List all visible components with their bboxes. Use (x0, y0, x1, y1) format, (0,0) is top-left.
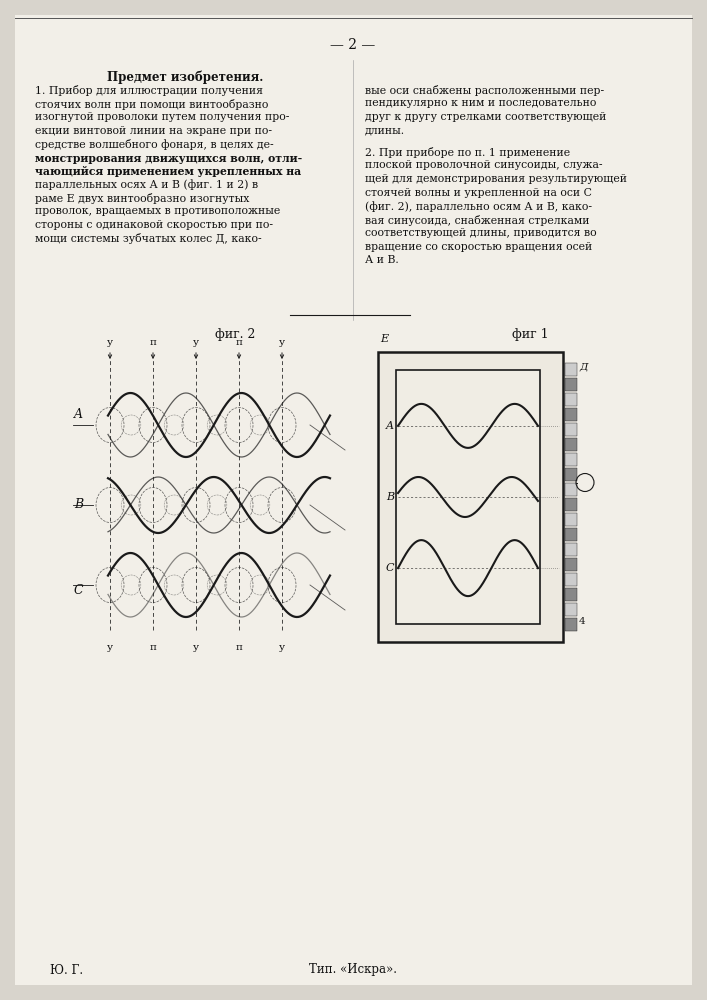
Text: А и В.: А и В. (365, 255, 399, 265)
Text: щей для демонстрирования результирующей: щей для демонстрирования результирующей (365, 174, 627, 184)
Text: друг к другу стрелками соответствующей: друг к другу стрелками соответствующей (365, 112, 607, 122)
Text: средстве волшебного фонаря, в целях де-: средстве волшебного фонаря, в целях де- (35, 139, 274, 150)
Bar (565, 363, 577, 376)
Text: у: у (107, 643, 113, 652)
Bar (565, 603, 577, 616)
Text: (фиг. 2), параллельно осям А и В, како-: (фиг. 2), параллельно осям А и В, како- (365, 201, 592, 212)
Bar (565, 378, 577, 391)
Text: стороны с одинаковой скоростью при по-: стороны с одинаковой скоростью при по- (35, 220, 273, 230)
Text: изогнутой проволоки путем получения про-: изогнутой проволоки путем получения про- (35, 112, 289, 122)
Text: мощи системы зубчатых колес Д, како-: мощи системы зубчатых колес Д, како- (35, 233, 262, 244)
Text: Тип. «Искра».: Тип. «Искра». (309, 964, 397, 976)
Text: плоской проволочной синусоиды, служа-: плоской проволочной синусоиды, служа- (365, 160, 602, 170)
Bar (378, 352, 563, 642)
Text: вая синусоида, снабженная стрелками: вая синусоида, снабженная стрелками (365, 215, 590, 226)
Text: у: у (193, 643, 199, 652)
Text: стоячих волн при помощи винтообразно: стоячих волн при помощи винтообразно (35, 99, 269, 109)
Text: чающийся применением укрепленных на: чающийся применением укрепленных на (35, 166, 301, 177)
Bar (565, 408, 577, 421)
Text: — 2 —: — 2 — (330, 38, 375, 52)
Bar (565, 573, 577, 586)
Text: 1. Прибор для иллюстрации получения: 1. Прибор для иллюстрации получения (35, 85, 263, 96)
Text: соответствующей длины, приводится во: соответствующей длины, приводится во (365, 228, 597, 238)
Text: п: п (235, 643, 243, 652)
Text: вые оси снабжены расположенными пер-: вые оси снабжены расположенными пер- (365, 85, 604, 96)
Bar (565, 483, 577, 496)
Bar (565, 588, 577, 601)
Bar (565, 528, 577, 541)
Text: Предмет изобретения.: Предмет изобретения. (107, 70, 263, 84)
Text: длины.: длины. (365, 125, 405, 135)
Text: Ю. Г.: Ю. Г. (50, 964, 83, 976)
Text: у: у (193, 338, 199, 347)
Bar (565, 618, 577, 631)
Text: 4: 4 (579, 617, 585, 626)
Text: C: C (74, 584, 83, 596)
Text: п: п (235, 338, 243, 347)
Text: у: у (279, 643, 285, 652)
Text: монстрирования движущихся волн, отли-: монстрирования движущихся волн, отли- (35, 152, 303, 163)
Bar (565, 453, 577, 466)
Text: екции винтовой линии на экране при по-: екции винтовой линии на экране при по- (35, 125, 272, 135)
Text: п: п (150, 338, 156, 347)
Text: вращение со скоростью вращения осей: вращение со скоростью вращения осей (365, 241, 592, 251)
Bar (565, 393, 577, 406)
Text: параллельных осях А и В (фиг. 1 и 2) в: параллельных осях А и В (фиг. 1 и 2) в (35, 180, 258, 190)
Text: фиг. 2: фиг. 2 (215, 328, 255, 341)
Bar (565, 498, 577, 511)
Bar (565, 438, 577, 451)
Text: проволок, вращаемых в противоположные: проволок, вращаемых в противоположные (35, 207, 280, 217)
Text: п: п (150, 643, 156, 652)
Text: B: B (386, 492, 394, 502)
Bar (565, 423, 577, 436)
Bar (565, 543, 577, 556)
Text: C: C (385, 563, 394, 573)
Bar (565, 558, 577, 571)
Text: B: B (74, 498, 83, 512)
Text: фиг 1: фиг 1 (512, 328, 549, 341)
Bar (565, 513, 577, 526)
Text: у: у (107, 338, 113, 347)
Text: раме Е двух винтообразно изогнутых: раме Е двух винтообразно изогнутых (35, 193, 250, 204)
Text: A: A (386, 421, 394, 431)
Text: Д: Д (579, 362, 588, 371)
Text: 2. При приборе по п. 1 применение: 2. При приборе по п. 1 применение (365, 147, 570, 158)
Bar (396, 370, 540, 624)
Bar (565, 468, 577, 481)
Text: A: A (74, 408, 83, 422)
Text: стоячей волны и укрепленной на оси C: стоячей волны и укрепленной на оси C (365, 188, 592, 198)
Text: E: E (380, 334, 388, 344)
Text: пендикулярно к ним и последовательно: пендикулярно к ним и последовательно (365, 99, 597, 108)
Text: у: у (279, 338, 285, 347)
